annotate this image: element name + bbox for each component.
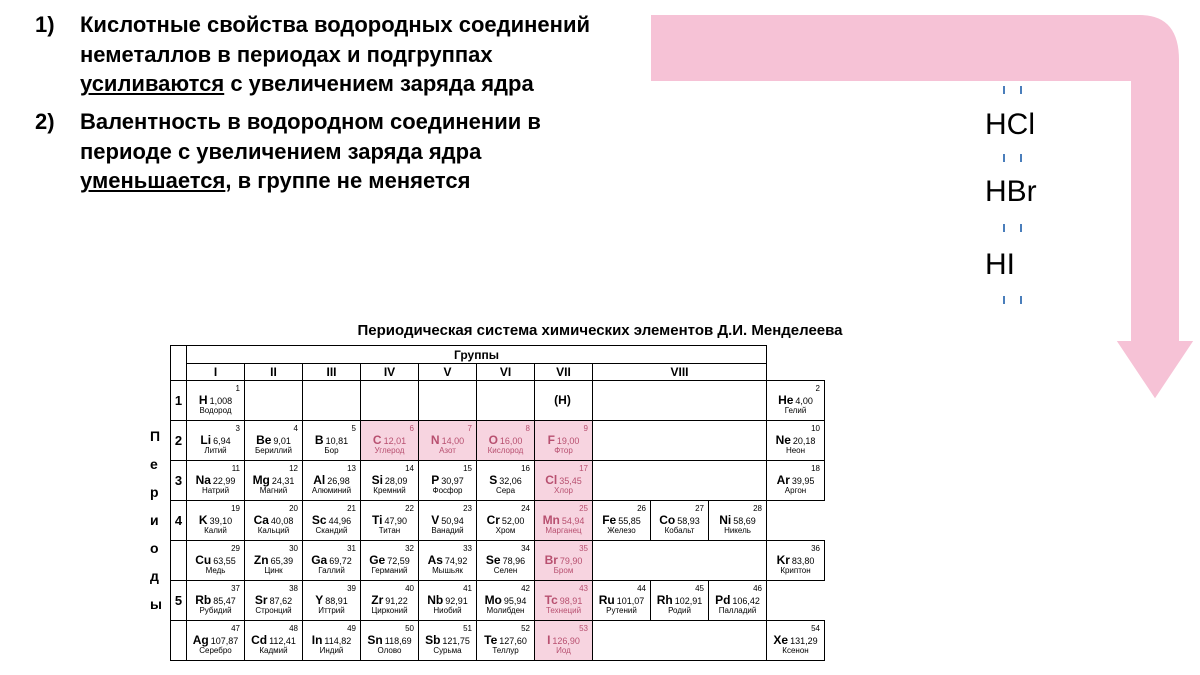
periodic-table-title: Периодическая система химических элемент… [358,322,843,339]
statement-1: Кислотные свойства водородных соединений… [35,10,635,99]
statements: Кислотные свойства водородных соединений… [35,10,635,204]
statement-2: Валентность в водородном соединении в пе… [35,107,635,196]
periodic-table: ГруппыIIIIIIIVVVIVIIVIII11H1,008Водород(… [170,345,825,661]
periods-vertical-label: Периоды [150,422,162,618]
